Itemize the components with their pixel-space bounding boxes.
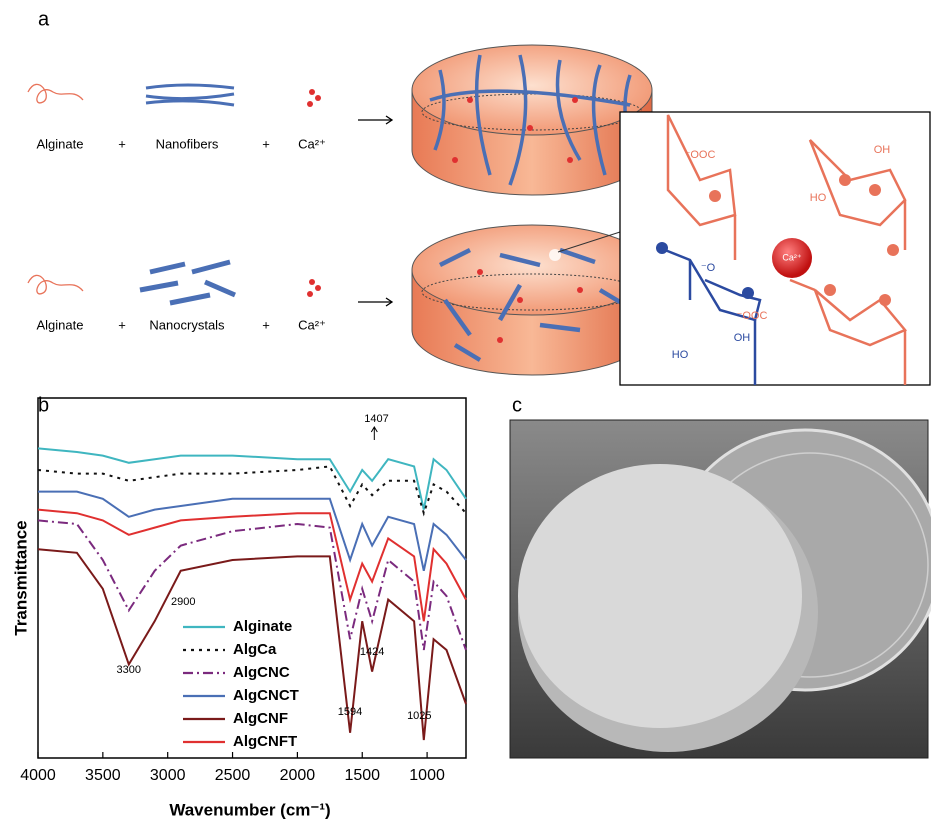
x-tick-label: 3500 [85,767,121,784]
peak-annotation: 2900 [171,596,195,608]
x-tick-label: 2500 [215,767,251,784]
component-label: Ca²⁺ [298,317,326,332]
legend-label: Alginate [233,618,292,635]
structure-label: ⁻OOC [737,310,768,322]
nanocrystals-icon [140,262,235,303]
legend-label: AlgCNCT [233,687,299,704]
panel-label: c [512,394,522,416]
x-tick-label: 1000 [409,767,445,784]
peak-annotation: 1025 [407,710,431,722]
peak-annotation: 3300 [117,664,141,676]
legend-label: AlgCNC [233,664,290,681]
structure-label: HO [810,192,827,204]
component-label: Ca²⁺ [298,136,326,151]
legend-label: AlgCa [233,641,277,658]
plot-frame [38,398,466,758]
component-label: Alginate [37,136,84,151]
x-tick-label: 2000 [280,767,316,784]
peak-annotation: 1407 [364,413,388,425]
structure-label: HO [672,349,689,361]
legend-label: AlgCNFT [233,733,297,750]
figure: a [0,0,931,823]
component-label: Nanocrystals [149,317,225,332]
structure-label: ⁻OOC [685,149,716,161]
x-tick-label: 4000 [20,767,56,784]
structure-label: OH [874,144,891,156]
x-axis-label: Wavenumber (cm⁻¹) [169,800,330,819]
alginate-icon [28,275,83,294]
alginate-icon [28,84,83,103]
spectrum-line [38,466,466,513]
component-label: + [262,136,270,151]
component-label: Nanofibers [156,136,219,151]
spectrum-line [38,448,466,509]
x-tick-label: 3000 [150,767,186,784]
legend-label: AlgCNF [233,710,288,727]
panel-c: c [510,394,931,758]
component-label: Alginate [37,317,84,332]
arrow [358,116,392,306]
peak-annotation: 1424 [360,646,384,658]
hydrogel-disc [412,45,652,195]
spectrum-line [38,510,466,622]
x-tick-label: 1500 [344,767,380,784]
annotation-arrow [371,427,377,440]
hydrogel-disc [412,225,652,375]
nanofibers-icon [146,85,234,105]
structure-label: ⁻O [701,262,716,274]
component-label: + [262,317,270,332]
peak-annotation: 1594 [338,706,362,718]
calcium-icon [307,89,321,297]
panel-label: a [38,8,50,30]
component-label: + [118,136,126,151]
gel-disc [518,464,802,728]
component-label: + [118,317,126,332]
structure-label: Ca²⁺ [782,252,802,262]
y-axis-label: Transmittance [11,520,30,635]
structure-label: OH [734,332,751,344]
